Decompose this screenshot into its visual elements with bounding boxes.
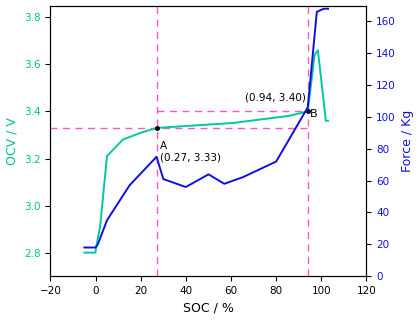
Text: B: B	[310, 109, 318, 119]
Y-axis label: Force / Kg: Force / Kg	[402, 110, 415, 172]
Text: (0.94, 3.40): (0.94, 3.40)	[244, 92, 305, 102]
Y-axis label: OCV / V: OCV / V	[5, 117, 18, 165]
Text: A
(0.27, 3.33): A (0.27, 3.33)	[160, 141, 221, 163]
X-axis label: SOC / %: SOC / %	[183, 301, 234, 315]
